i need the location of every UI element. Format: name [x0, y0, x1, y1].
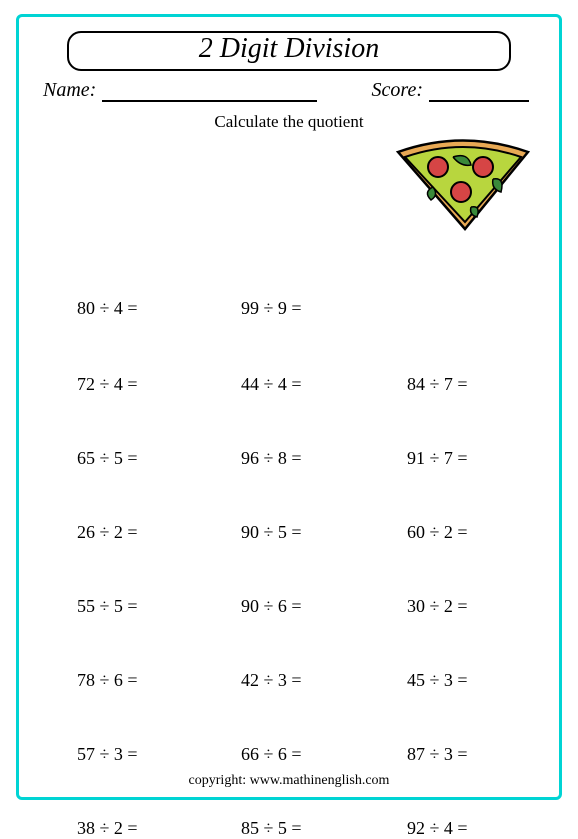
problem-item: 85 ÷ 5 = [241, 818, 302, 839]
problem-item: 60 ÷ 2 = [407, 522, 468, 543]
problem-item: 87 ÷ 3 = [407, 744, 468, 765]
instruction-text: Calculate the quotient [19, 112, 559, 132]
problem-item: 96 ÷ 8 = [241, 448, 302, 469]
header-row: Name: Score: [19, 77, 559, 102]
problem-item: 44 ÷ 4 = [241, 374, 302, 395]
problem-item: 38 ÷ 2 = [77, 818, 138, 839]
name-label: Name: [43, 79, 96, 102]
problem-item: 90 ÷ 6 = [241, 596, 302, 617]
problem-item: 66 ÷ 6 = [241, 744, 302, 765]
page-title: 2 Digit Division [199, 33, 379, 64]
problem-item: 55 ÷ 5 = [77, 596, 138, 617]
score-input-line[interactable] [429, 80, 529, 102]
problem-item: 92 ÷ 4 = [407, 818, 468, 839]
problem-item: 72 ÷ 4 = [77, 374, 138, 395]
worksheet-page: 2 Digit Division Name: Score: Calculate … [16, 14, 562, 800]
problem-item: 90 ÷ 5 = [241, 522, 302, 543]
problem-item: 30 ÷ 2 = [407, 596, 468, 617]
problem-item: 65 ÷ 5 = [77, 448, 138, 469]
problem-item: 78 ÷ 6 = [77, 670, 138, 691]
score-block: Score: [372, 79, 529, 102]
title-box: 2 Digit Division [67, 31, 511, 71]
problem-item: 99 ÷ 9 = [241, 298, 302, 319]
score-label: Score: [372, 79, 423, 102]
problem-item: 42 ÷ 3 = [241, 670, 302, 691]
problem-item: 26 ÷ 2 = [77, 522, 138, 543]
name-input-line[interactable] [102, 80, 317, 102]
problem-item: 80 ÷ 4 = [77, 298, 138, 319]
pizza-icon [393, 137, 533, 232]
problem-item: 91 ÷ 7 = [407, 448, 468, 469]
name-block: Name: [43, 79, 317, 102]
problem-item: 45 ÷ 3 = [407, 670, 468, 691]
problem-item: 84 ÷ 7 = [407, 374, 468, 395]
problem-item: 57 ÷ 3 = [77, 744, 138, 765]
copyright-text: copyright: www.mathinenglish.com [19, 773, 559, 789]
